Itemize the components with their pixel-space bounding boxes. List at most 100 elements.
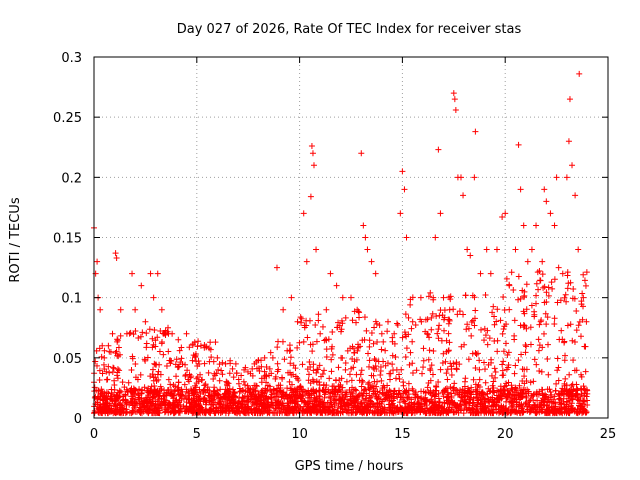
data-point [433,391,440,398]
x-tick-label: 5 [193,427,201,442]
data-point [114,352,121,359]
data-point [338,328,345,335]
data-point [154,334,161,341]
data-point [551,315,558,322]
data-point [163,362,170,369]
data-point [563,174,570,181]
data-point [149,393,156,400]
data-point [356,377,363,384]
data-point [550,396,557,403]
data-point [500,293,507,300]
data-point [430,296,437,303]
data-point [215,366,222,373]
data-point [551,222,558,229]
data-point [157,328,164,335]
data-point [266,372,273,379]
data-point [564,269,571,276]
data-point [495,406,502,413]
data-point [429,310,436,317]
data-point [503,321,510,328]
data-point [510,391,517,398]
data-point [350,364,357,371]
data-point [435,407,442,414]
y-axis-label: ROTI / TECUs [8,197,23,282]
data-point [126,401,133,408]
data-point [576,318,583,325]
data-point [408,399,415,406]
data-point [149,335,156,342]
data-point [366,343,373,350]
data-point [329,328,336,335]
data-point [444,400,451,407]
data-point [489,382,496,389]
data-point [501,306,508,313]
data-point [393,391,400,398]
data-point [114,375,121,382]
data-point [299,409,306,416]
data-point [444,376,451,383]
data-point [354,403,361,410]
data-point [576,70,583,77]
data-point [541,186,548,193]
data-point [408,325,415,332]
data-point [412,322,419,329]
data-point [340,399,347,406]
data-point [517,387,524,394]
data-point [329,389,336,396]
data-point [362,234,369,241]
data-point [527,379,534,386]
data-point [313,387,320,394]
data-point [297,383,304,390]
data-point [363,404,370,411]
data-point [581,390,588,397]
data-point [117,404,124,411]
data-point [96,376,103,383]
data-point [464,321,471,328]
data-point [490,410,497,417]
x-tick-label: 20 [497,427,514,442]
data-point [105,405,112,412]
data-point [551,321,558,328]
data-point [456,361,463,368]
data-point [351,358,358,365]
data-point [499,361,506,368]
data-point [175,379,182,386]
data-point [153,361,160,368]
data-point [472,128,479,135]
data-point [481,337,488,344]
data-point [272,375,279,382]
data-point [150,400,157,407]
data-point [473,351,480,358]
data-point [312,322,319,329]
data-point [210,375,217,382]
data-point [420,345,427,352]
data-point [471,174,478,181]
data-point [503,275,510,282]
data-point [470,395,477,402]
data-point [544,355,551,362]
data-point [495,396,502,403]
data-point [374,399,381,406]
data-point [103,389,110,396]
data-point [555,264,562,271]
data-point [91,409,98,416]
data-point [364,401,371,408]
data-point [309,348,316,355]
data-point [402,311,409,318]
data-point [348,294,354,301]
data-point [541,397,548,404]
data-point [469,350,476,357]
data-point [345,404,352,411]
data-point [142,357,149,364]
data-point [425,356,432,363]
data-point [323,306,330,313]
data-point [230,374,237,381]
data-point [524,258,531,265]
data-point [346,371,353,378]
data-point [307,341,314,348]
data-point [559,270,566,277]
data-point [137,371,144,378]
data-point [570,285,577,292]
data-point [378,330,385,337]
data-point [117,388,124,395]
